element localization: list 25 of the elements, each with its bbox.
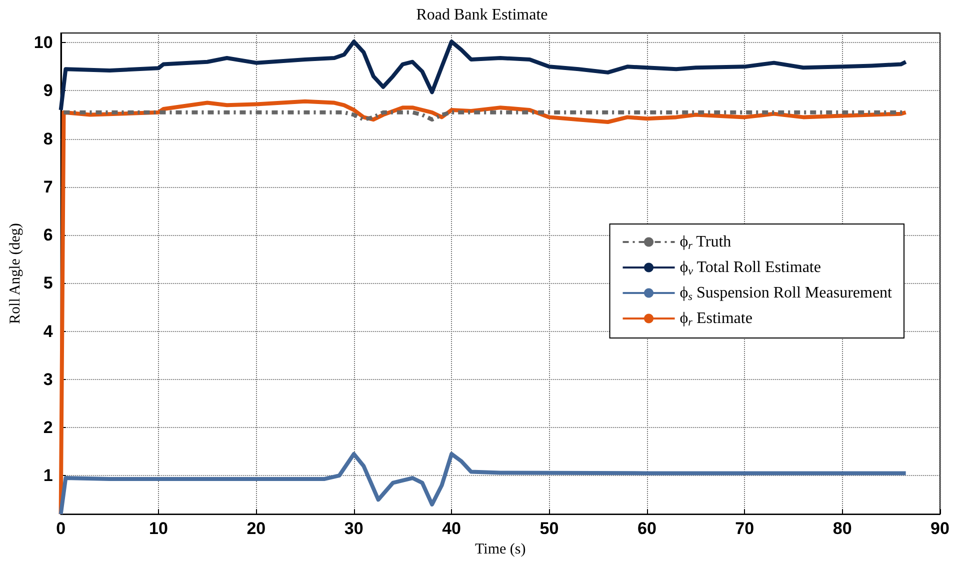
y-tick-label: 3 <box>43 370 53 389</box>
y-tick-label: 4 <box>43 322 54 341</box>
x-tick-label: 90 <box>930 519 950 538</box>
x-tick-label: 80 <box>832 519 852 538</box>
x-tick-label: 0 <box>56 519 66 538</box>
chart-title: Road Bank Estimate <box>416 6 548 24</box>
y-tick-label: 2 <box>43 418 53 437</box>
y-tick-label: 8 <box>43 129 53 148</box>
x-tick-label: 30 <box>344 519 364 538</box>
y-tick-label: 1 <box>43 466 53 486</box>
x-tick-label: 50 <box>540 519 559 538</box>
line-series <box>58 40 908 112</box>
x-tick-label: 20 <box>246 519 266 538</box>
x-tick-label: 70 <box>735 519 754 538</box>
y-tick-label: 9 <box>43 81 53 100</box>
y-tick-label: 7 <box>43 177 53 196</box>
y-axis-title: Roll Angle (deg) <box>8 223 24 324</box>
x-tick-label: 10 <box>149 519 168 538</box>
line-series <box>58 452 908 516</box>
x-tick-label: 60 <box>637 519 656 538</box>
x-tick-label: 40 <box>442 519 462 538</box>
y-tick-label: 6 <box>43 226 53 245</box>
y-tick-label: 10 <box>34 33 53 52</box>
x-axis-title: Time (s) <box>475 542 526 558</box>
y-tick-label: 5 <box>43 274 53 293</box>
